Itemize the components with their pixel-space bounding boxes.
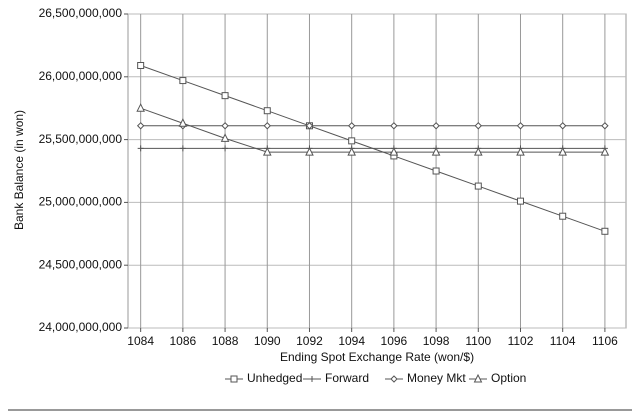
x-tick-label: 1096 [381, 334, 408, 348]
data-point [432, 122, 440, 130]
data-point [473, 147, 483, 156]
data-point [221, 92, 229, 100]
data-point [347, 122, 356, 130]
data-point [474, 182, 482, 190]
data-point [305, 147, 314, 156]
data-point [601, 227, 609, 235]
y-tick-label: 24,500,000,000 [39, 257, 123, 271]
data-point [263, 122, 271, 130]
x-tick-label: 1084 [127, 334, 154, 348]
x-tick-label: 1098 [423, 334, 450, 348]
legend-marker [309, 376, 315, 382]
data-point [600, 147, 610, 156]
data-point [432, 167, 440, 175]
legend-label: Option [491, 371, 526, 385]
data-point [558, 122, 567, 130]
legend-label: Unhedged [247, 371, 302, 385]
x-tick-label: 1106 [592, 334, 618, 348]
data-point [137, 61, 145, 69]
data-point [263, 107, 271, 115]
data-point [431, 147, 441, 156]
x-tick-label: 1100 [465, 334, 491, 348]
y-tick-label: 26,500,000,000 [39, 6, 123, 20]
data-point [178, 118, 188, 127]
data-point [389, 147, 399, 156]
data-point [601, 122, 609, 130]
plot-area [127, 13, 627, 329]
x-tick-label: 1092 [296, 334, 323, 348]
legend-marker [390, 375, 398, 383]
series-line [140, 107, 605, 153]
data-point [516, 122, 525, 130]
y-tick-label: 26,000,000,000 [39, 69, 123, 83]
data-point [347, 147, 356, 156]
data-point [262, 147, 272, 156]
data-point [136, 103, 145, 112]
data-point [348, 137, 356, 145]
data-point [516, 147, 525, 156]
data-point [137, 145, 144, 152]
data-point [179, 145, 186, 152]
data-point [558, 147, 568, 156]
legend-marker [230, 375, 238, 383]
data-point [220, 133, 230, 142]
x-tick-label: 1090 [254, 334, 281, 348]
data-point [179, 77, 187, 85]
x-axis-label: Ending Spot Exchange Rate (won/$) [280, 350, 474, 364]
x-tick-label: 1102 [508, 334, 534, 348]
legend-label: Money Mkt [407, 371, 466, 385]
data-point [474, 122, 482, 130]
data-point [516, 197, 524, 205]
x-tick-label: 1094 [338, 334, 365, 348]
data-point [559, 212, 567, 220]
x-tick-label: 1086 [170, 334, 197, 348]
legend-label: Forward [325, 371, 369, 385]
x-tick-label: 1088 [212, 334, 239, 348]
data-point [390, 122, 398, 130]
legend-marker [473, 373, 483, 383]
data-point [222, 145, 229, 152]
x-tick-label: 1104 [550, 334, 576, 348]
data-point [305, 122, 314, 130]
data-point [221, 122, 229, 130]
y-axis-label: Bank Balance (in won) [12, 110, 26, 230]
data-point [136, 122, 145, 130]
y-tick-label: 24,000,000,000 [39, 320, 123, 334]
y-tick-label: 25,000,000,000 [39, 195, 123, 209]
y-tick-label: 25,500,000,000 [39, 132, 123, 146]
